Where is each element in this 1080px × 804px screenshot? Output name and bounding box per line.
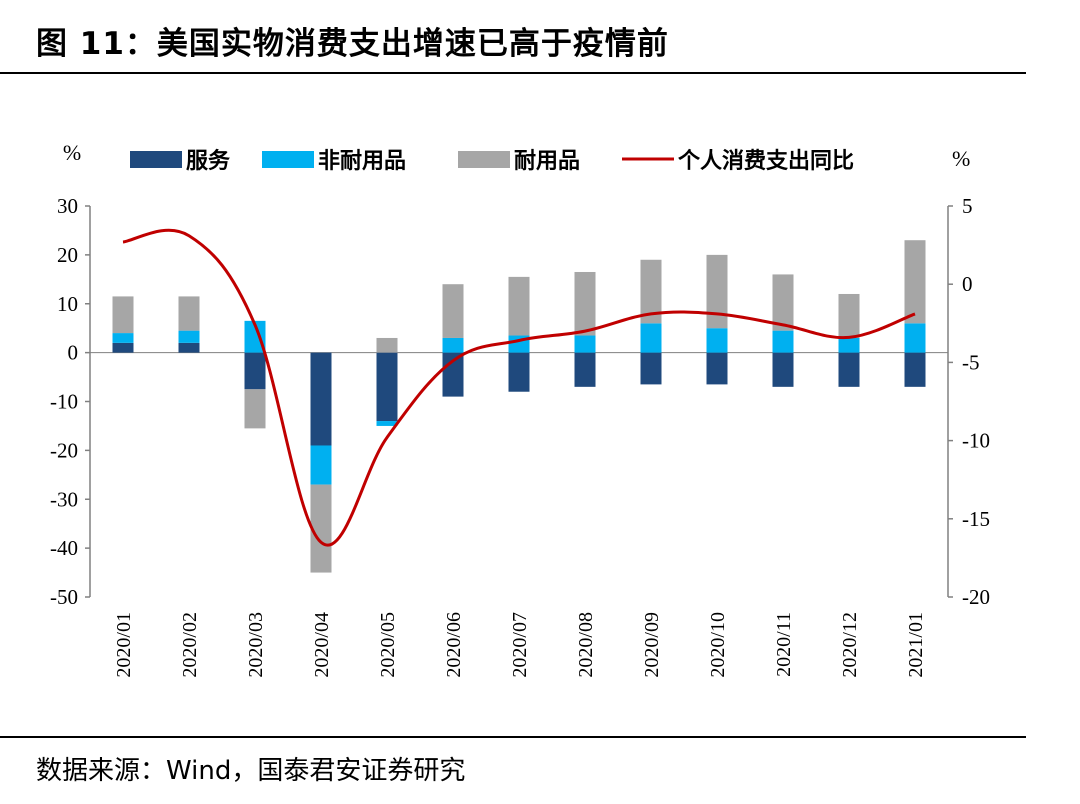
bar-durable-2020/09	[640, 259, 662, 324]
bar-services-2020/10	[706, 352, 728, 385]
bar-nondurable-2020/12	[838, 337, 860, 353]
top-rule	[0, 72, 1026, 74]
left-tick-label: 30	[57, 194, 78, 218]
left-axis-unit: %	[63, 140, 81, 165]
bar-nondurable-2020/04	[310, 445, 332, 485]
bar-nondurable-2020/02	[178, 330, 200, 343]
bar-services-2020/12	[838, 352, 860, 387]
bar-services-2020/08	[574, 352, 596, 387]
bar-nondurable-2021/01	[904, 323, 926, 353]
bar-durable-2020/10	[706, 254, 728, 329]
bar-services-2020/07	[508, 352, 530, 392]
right-tick-label: -20	[962, 585, 990, 609]
bar-durable-2020/06	[442, 284, 464, 338]
bar-nondurable-2020/09	[640, 323, 662, 353]
left-tick-label: -20	[50, 438, 78, 462]
bar-services-2020/11	[772, 352, 794, 387]
bar-services-2020/02	[178, 342, 200, 353]
left-tick-label: 10	[57, 292, 78, 316]
x-tick-label: 2020/09	[641, 612, 663, 678]
axes-group: 30 20 10 0 -10 -20 -30 -40 -50% 5 0 -5 -10 -15 -20% 202…	[50, 140, 990, 678]
bar-durable-2020/01	[112, 296, 134, 334]
right-axis-unit: %	[952, 146, 970, 171]
bar-durable-2021/01	[904, 240, 926, 324]
bar-nondurable-2020/08	[574, 335, 596, 353]
bar-services-2020/04	[310, 352, 332, 446]
right-tick-label: 0	[962, 272, 973, 296]
bar-services-2021/01	[904, 352, 926, 387]
figure-title: 图 11：美国实物消费支出增速已高于疫情前	[36, 26, 669, 62]
legend-swatch-services	[130, 151, 182, 168]
bar-durable-2020/05	[376, 337, 398, 353]
bar-durable-2020/04	[310, 484, 332, 573]
x-tick-label: 2021/01	[905, 612, 927, 678]
legend-label-services: 服务	[186, 148, 231, 173]
bar-durable-2020/11	[772, 274, 794, 331]
bar-durable-2020/08	[574, 271, 596, 336]
left-tick-label: 20	[57, 243, 78, 267]
legend-label-pce-yoy: 个人消费支出同比	[678, 148, 854, 173]
bar-durable-2020/07	[508, 276, 530, 336]
x-tick-label: 2020/05	[377, 612, 399, 678]
bar-durable-2020/02	[178, 296, 200, 331]
bars-group	[112, 240, 926, 573]
x-tick-label: 2020/01	[113, 612, 135, 678]
x-tick-label: 2020/02	[179, 612, 201, 678]
x-tick-label: 2020/08	[575, 612, 597, 678]
legend-swatch-durable	[458, 151, 510, 168]
x-tick-label: 2020/04	[311, 612, 333, 678]
bar-services-2020/05	[376, 352, 398, 422]
left-tick-label: -30	[50, 487, 78, 511]
bar-services-2020/09	[640, 352, 662, 385]
line-group	[122, 228, 916, 547]
legend: 服务 非耐用品 耐用品 个人消费支出同比	[130, 148, 854, 173]
bar-nondurable-2020/03	[244, 320, 266, 353]
bar-durable-2020/12	[838, 293, 860, 338]
x-tick-label: 2020/03	[245, 612, 267, 678]
bar-nondurable-2020/11	[772, 330, 794, 353]
left-tick-label: -10	[50, 390, 78, 414]
x-tick-label: 2020/07	[509, 612, 531, 678]
bar-nondurable-2020/10	[706, 328, 728, 353]
legend-swatch-nondurable	[262, 151, 314, 168]
x-tick-label: 2020/11	[773, 612, 795, 677]
source-note: 数据来源：Wind，国泰君安证券研究	[36, 756, 466, 786]
right-tick-label: -10	[962, 429, 990, 453]
bar-nondurable-2020/06	[442, 337, 464, 353]
bar-nondurable-2020/01	[112, 333, 134, 343]
right-tick-label: -5	[962, 350, 980, 374]
bottom-rule	[0, 736, 1026, 738]
bar-services-2020/01	[112, 342, 134, 353]
left-tick-label: -40	[50, 536, 78, 560]
right-tick-label: 5	[962, 194, 973, 218]
legend-label-durable: 耐用品	[514, 148, 580, 173]
x-tick-label: 2020/06	[443, 612, 465, 678]
bar-services-2020/03	[244, 352, 266, 390]
legend-label-nondurable: 非耐用品	[318, 148, 406, 173]
x-tick-label: 2020/10	[707, 612, 729, 678]
left-tick-label: 0	[68, 341, 79, 365]
left-tick-label: -50	[50, 585, 78, 609]
bar-durable-2020/03	[244, 389, 266, 429]
right-tick-label: -15	[962, 507, 990, 531]
x-tick-label: 2020/12	[839, 612, 861, 678]
bar-nondurable-2020/05	[376, 421, 398, 426]
